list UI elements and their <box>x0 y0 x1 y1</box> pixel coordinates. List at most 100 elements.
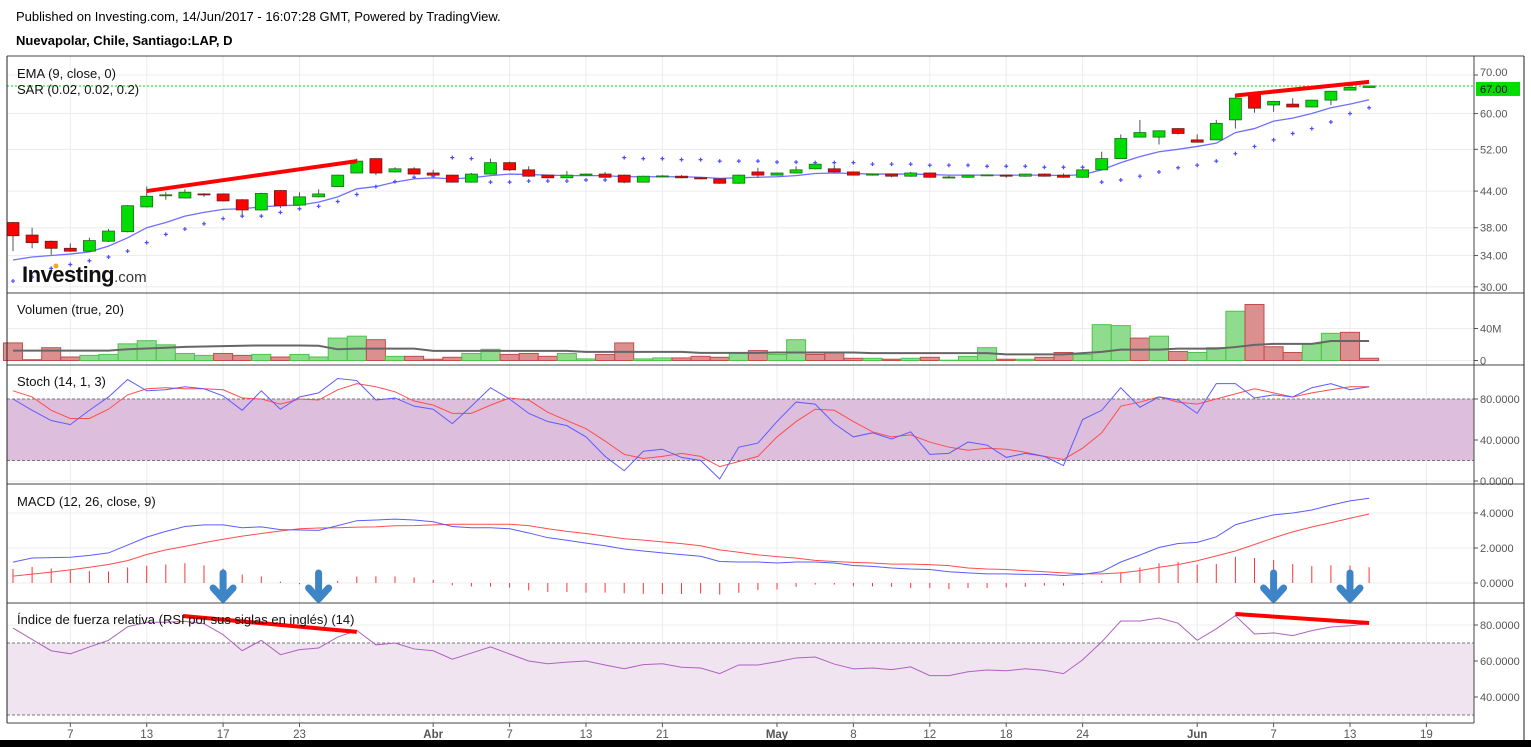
candle <box>847 171 860 176</box>
legend-rsi[interactable]: Índice de fuerza relativa (RSI por sus s… <box>17 612 355 627</box>
volume-bar <box>270 356 291 362</box>
candle <box>885 173 898 178</box>
x-tick-label: 19 <box>1420 729 1433 741</box>
volume-bar <box>79 354 100 362</box>
candle <box>1114 134 1128 160</box>
legend-stoch[interactable]: Stoch (14, 1, 3) <box>17 374 106 389</box>
candle-body <box>1343 87 1357 91</box>
candle <box>1076 169 1089 178</box>
volume-bar <box>900 357 921 362</box>
sar-point <box>163 232 168 237</box>
volume-bar <box>595 353 616 362</box>
candle <box>369 158 383 176</box>
stoch-d-line <box>12 383 1370 468</box>
down-arrow-icon <box>1260 569 1288 603</box>
candle-body <box>675 175 688 179</box>
sar-point <box>698 157 703 162</box>
sar-point <box>412 175 417 180</box>
candle-body <box>1076 169 1089 178</box>
sar-point <box>507 180 512 185</box>
volume-bar <box>22 359 43 362</box>
candle <box>598 171 612 178</box>
candle-body <box>312 193 326 198</box>
sar-point <box>946 163 951 168</box>
sar-point <box>431 174 436 179</box>
legend-macd[interactable]: MACD (12, 26, close, 9) <box>17 494 156 509</box>
sar-point <box>1080 165 1085 170</box>
sar-point <box>1328 120 1333 125</box>
volume-bar <box>690 355 711 361</box>
price-tick-label: 30.00 <box>1480 282 1508 294</box>
investing-logo: Investing.com <box>22 262 147 288</box>
sar-point <box>335 199 340 204</box>
sar-point <box>603 177 608 182</box>
candle-body <box>694 177 707 180</box>
candle <box>770 172 784 176</box>
candle-body <box>178 191 192 199</box>
sar-point <box>373 184 378 189</box>
rsi-tick-label: 40.0000 <box>1480 692 1520 704</box>
volume-bar <box>3 342 23 361</box>
candle-body <box>598 173 612 178</box>
sar-point <box>1233 151 1238 156</box>
legend-volume[interactable]: Volumen (true, 20) <box>17 302 124 317</box>
candle-body <box>83 240 96 252</box>
sar-point <box>1118 177 1123 182</box>
volume-bar <box>442 356 463 361</box>
candle <box>6 221 20 252</box>
volume-bar <box>1244 304 1265 361</box>
candle-body <box>331 174 345 187</box>
sar-point <box>985 164 990 169</box>
candle <box>1324 90 1338 105</box>
candle <box>216 193 230 202</box>
candle <box>484 158 497 175</box>
candle-body <box>541 174 555 179</box>
x-tick-label: 17 <box>217 729 230 741</box>
macd-tick-label: 0.0000 <box>1480 578 1514 590</box>
candle-body <box>827 168 841 173</box>
volume-bar <box>174 352 195 361</box>
volume-bar <box>556 352 577 361</box>
candle-body <box>140 195 154 208</box>
sar-point <box>297 206 302 211</box>
candle <box>1133 119 1147 138</box>
legend-sar[interactable]: SAR (0.02, 0.02, 0.2) <box>17 82 140 97</box>
candle-body <box>885 173 898 177</box>
candle-body <box>713 178 727 184</box>
candle <box>1286 98 1300 108</box>
sar-point <box>755 159 760 164</box>
arrow-head <box>209 584 237 603</box>
sar-point <box>393 179 397 184</box>
sar-point <box>1061 165 1066 170</box>
sar-point <box>794 160 799 165</box>
x-tick-label: 18 <box>1000 729 1013 741</box>
sar-point <box>1348 111 1352 116</box>
candle <box>713 178 727 184</box>
macd-signal-line <box>12 513 1370 577</box>
legend-ema[interactable]: EMA (9, close, 0) <box>17 66 116 81</box>
sar-point <box>641 156 646 161</box>
candle <box>178 189 192 199</box>
candle-body <box>1190 139 1204 143</box>
candle <box>617 174 631 184</box>
arrow-head <box>305 584 333 603</box>
volume-bar <box>308 356 329 362</box>
volume-bar <box>1301 343 1322 361</box>
volume-bar <box>1110 325 1131 361</box>
x-tick-label: 7 <box>506 729 512 741</box>
sar-point <box>775 160 779 165</box>
candle-body <box>216 193 230 202</box>
candle-body <box>484 162 497 175</box>
sar-point <box>202 221 206 226</box>
sar-point <box>278 210 283 215</box>
sar-point <box>316 204 321 209</box>
price-trendline <box>146 159 358 194</box>
sar-point <box>1195 163 1200 168</box>
volume-bar <box>843 357 864 362</box>
candle-body <box>25 234 39 244</box>
volume-bar <box>499 353 520 362</box>
last-price-label: 67.00 <box>1480 84 1508 96</box>
volume-bar <box>1320 332 1341 361</box>
candle-body <box>1286 103 1300 108</box>
